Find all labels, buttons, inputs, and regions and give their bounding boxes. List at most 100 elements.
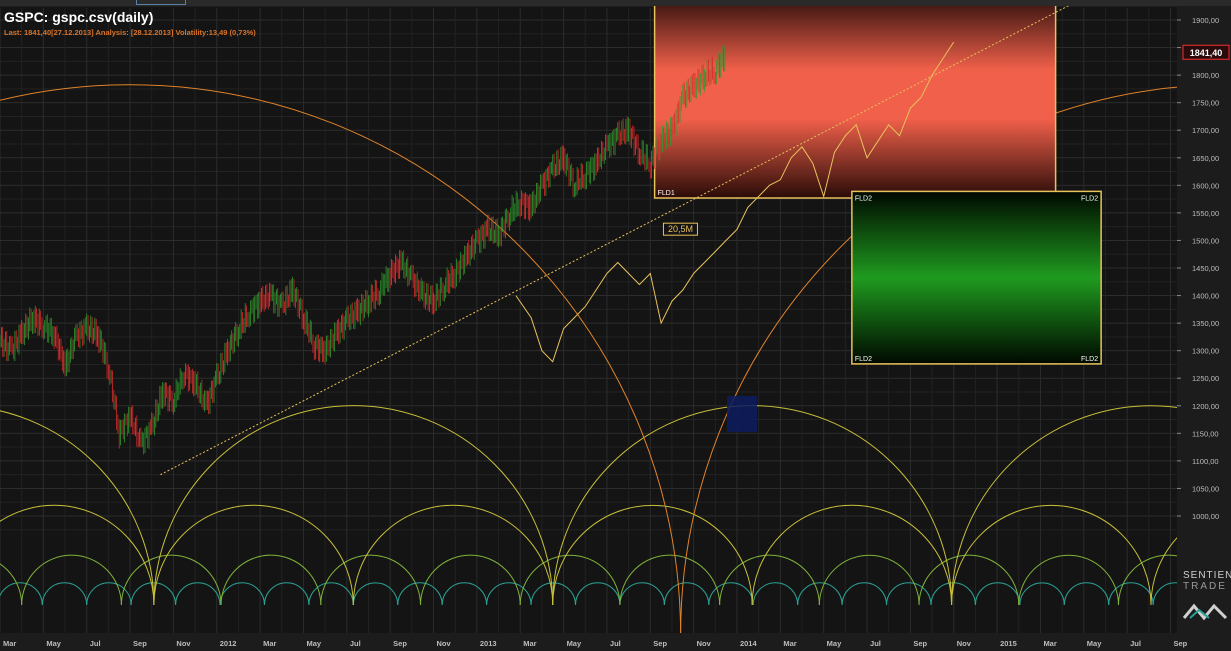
y-axis: 1900,001850,001800,001750,001700,001650,… — [1177, 0, 1231, 651]
x-tick-label: Sep — [653, 639, 667, 648]
cycle-arc-tiny — [619, 582, 665, 606]
projection-box-label: FLD2 — [1081, 356, 1098, 363]
cycle-arc-small — [220, 554, 322, 606]
cycle-arc-tiny — [752, 582, 799, 606]
x-tick-label: Jul — [90, 639, 101, 648]
projection-box-label: FLD2 — [855, 356, 872, 363]
y-tick-label: 1550,00 — [1192, 209, 1219, 218]
cycle-arc-large — [153, 405, 554, 606]
cycle-arc-small — [818, 554, 920, 606]
cycle-arc-small — [0, 563, 23, 606]
trend-line-group — [160, 3, 1074, 476]
x-tick-label: May — [567, 639, 582, 648]
x-axis: Mar May Jul Sep Nov 2012 Mar May Jul Sep Nov 2013 Ma… — [0, 633, 1231, 651]
x-tick-label: Mar — [783, 639, 796, 648]
last-price-marker — [1182, 44, 1230, 60]
x-tick-label: Nov — [437, 639, 452, 648]
y-tick-label: 1400,00 — [1192, 292, 1219, 301]
y-tick-label: 1450,00 — [1192, 264, 1219, 273]
chart-title: GSPC: gspc.csv(daily) — [4, 9, 154, 25]
cycle-arc-tiny — [574, 582, 621, 606]
x-tick-label: May — [827, 639, 842, 648]
cycle-label-box — [662, 222, 698, 236]
cycle-arc-orange — [0, 84, 682, 636]
cycle-arc-tiny — [397, 582, 443, 606]
cycle-arc-small — [21, 554, 122, 606]
cycle-arc-mid — [751, 504, 953, 606]
y-tick-label: 1200,00 — [1192, 402, 1219, 411]
cycle-arc-tiny — [0, 582, 43, 606]
x-tick-label: Sep — [133, 639, 147, 648]
cycle-arc-small — [420, 554, 521, 606]
x-tick-label: Mar — [1043, 639, 1056, 648]
chart-subtitle: Last: 1841,40[27.12.2013] Analysis: [28.… — [4, 28, 256, 37]
x-tick-label: May — [46, 639, 61, 648]
x-tick-label: 2015 — [1000, 639, 1017, 648]
x-tick-label: Jul — [350, 639, 361, 648]
x-tick-label: Jul — [870, 639, 881, 648]
cycle-label: 20,5M — [668, 224, 693, 234]
tab-indicator[interactable] — [136, 0, 186, 5]
x-tick-label: Mar — [263, 639, 276, 648]
x-tick-label: Sep — [393, 639, 407, 648]
y-tick-label: 1100,00 — [1192, 457, 1219, 466]
y-tick-label: 1650,00 — [1192, 154, 1219, 163]
cycle-arc-tiny — [130, 582, 177, 606]
projection-boxes: FLD1 FLD2 FLD2 FLD2 FLD2 — [653, 0, 1102, 365]
cycle-arc-mid — [352, 504, 554, 606]
cycle-arc-small — [719, 554, 820, 606]
trend-line — [160, 3, 1074, 476]
cycle-arc-small — [918, 554, 1020, 606]
cycle-arc-small — [619, 554, 721, 606]
price-candles — [0, 45, 726, 455]
cycle-arc-tiny — [841, 582, 888, 606]
y-tick-label: 1350,00 — [1192, 319, 1219, 328]
x-axis-panel — [0, 633, 1231, 651]
x-tick-label: Nov — [176, 639, 191, 648]
x-tick-label: May — [1087, 639, 1102, 648]
top-toolbar-strip — [0, 0, 1231, 6]
cycle-arc-tiny — [86, 582, 132, 606]
cycle-arc-tiny — [530, 582, 576, 606]
sentient-trader-logo: SENTIEN TRADE — [1180, 568, 1231, 628]
cycle-arc-tiny — [886, 582, 932, 606]
cycle-arc-small — [120, 554, 222, 606]
cycle-arc-tiny — [1063, 582, 1110, 606]
cycle-arc-tiny — [663, 582, 710, 606]
cycle-arc-small — [320, 554, 422, 606]
cycle-arc-tiny — [308, 582, 354, 606]
x-tick-label: Nov — [957, 639, 972, 648]
cycle-marker-block — [727, 396, 757, 432]
cycle-arc-tiny — [352, 582, 399, 606]
projection-box-up — [653, 0, 1057, 199]
fld-line-group — [515, 41, 955, 363]
y-tick-label: 1600,00 — [1192, 181, 1219, 190]
y-tick-label: 1500,00 — [1192, 236, 1219, 245]
x-tick-label: 2013 — [480, 639, 497, 648]
y-tick-label: 1900,00 — [1192, 16, 1219, 25]
x-tick-label: Nov — [697, 639, 712, 648]
cycle-arc-large — [0, 410, 155, 606]
projection-box-down — [851, 190, 1102, 365]
cycle-arc-mid — [1150, 506, 1231, 606]
logo-line-2: TRADE — [1183, 581, 1227, 592]
projection-box-label: FLD2 — [1081, 195, 1098, 202]
y-tick-label: 1250,00 — [1192, 374, 1219, 383]
y-tick-label: 1750,00 — [1192, 99, 1219, 108]
x-tick-label: May — [306, 639, 321, 648]
projection-box-label: FLD1 — [658, 190, 675, 197]
cycle-arc-tiny — [175, 582, 221, 606]
cycle-arc-tiny — [441, 582, 488, 606]
projection-box-label: FLD2 — [855, 195, 872, 202]
y-tick-label: 1700,00 — [1192, 126, 1219, 135]
x-tick-label: Mar — [3, 639, 16, 648]
cycle-arc-mid — [0, 504, 155, 606]
x-tick-label: 2012 — [220, 639, 237, 648]
cycle-arc-mid — [552, 504, 753, 606]
y-tick-label: 1000,00 — [1192, 512, 1219, 521]
x-tick-label: Sep — [913, 639, 927, 648]
x-tick-label: 2014 — [740, 639, 758, 648]
y-tick-label: 1800,00 — [1192, 71, 1219, 80]
last-price-label: 1841,40 — [1190, 48, 1223, 58]
